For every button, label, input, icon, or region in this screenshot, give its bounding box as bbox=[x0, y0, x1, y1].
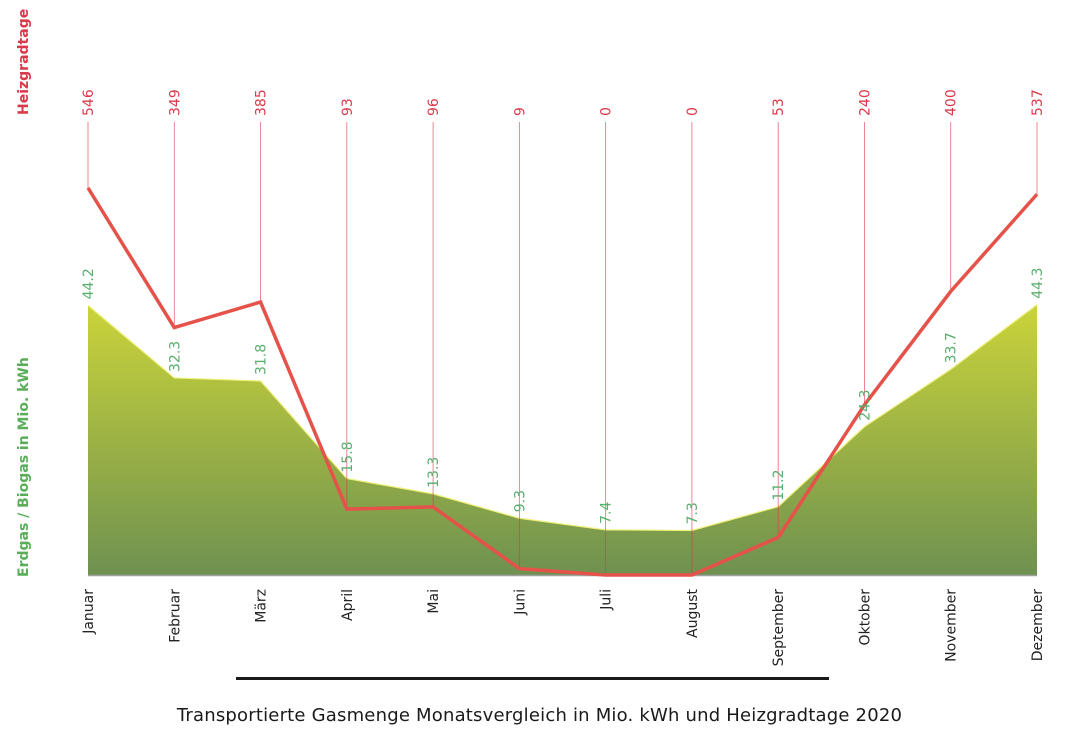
gas-value-label: 13.3 bbox=[426, 457, 442, 488]
gas-value-label: 31.8 bbox=[254, 344, 270, 375]
month-label: Juli bbox=[599, 589, 615, 611]
x-axis-labels: Januar Februar März April Mai Juni Juli August S… bbox=[81, 588, 1046, 666]
month-label: August bbox=[685, 588, 701, 638]
gas-area-layer bbox=[87, 304, 1038, 577]
hdd-line-layer bbox=[86, 186, 1039, 577]
hdd-value-label: 96 bbox=[426, 98, 442, 116]
hdd-value-label: 0 bbox=[599, 107, 615, 116]
hdd-value-label: 0 bbox=[685, 107, 701, 116]
gas-value-label: 44.3 bbox=[1030, 268, 1046, 299]
gas-value-label: 15.8 bbox=[340, 441, 356, 472]
caption-divider bbox=[236, 677, 829, 680]
hdd-value-label: 400 bbox=[944, 89, 960, 116]
month-label: Dezember bbox=[1030, 589, 1046, 661]
month-label: November bbox=[944, 589, 960, 662]
gas-value-label: 7.4 bbox=[599, 502, 615, 524]
gas-area bbox=[88, 304, 1037, 575]
gas-value-label: 9.3 bbox=[512, 490, 528, 512]
y-axis-label-gas: Erdgas / Biogas in Mio. kWh bbox=[16, 357, 32, 577]
month-label: März bbox=[254, 589, 270, 623]
hdd-value-label: 546 bbox=[81, 89, 97, 116]
month-label: Juni bbox=[512, 589, 528, 616]
hdd-value-label: 385 bbox=[254, 89, 270, 116]
hdd-value-label: 53 bbox=[771, 98, 787, 116]
chart-caption: Transportierte Gasmenge Monatsvergleich … bbox=[176, 705, 903, 726]
month-label: September bbox=[771, 589, 787, 667]
gas-value-label: 7.3 bbox=[685, 502, 701, 524]
hdd-value-label: 93 bbox=[340, 98, 356, 116]
hdd-line bbox=[86, 186, 1039, 577]
gas-value-label: 33.7 bbox=[944, 332, 960, 363]
hdd-value-label: 349 bbox=[167, 89, 183, 116]
month-label: April bbox=[340, 589, 356, 621]
y-axis-label-heizgradtage: Heizgradtage bbox=[16, 9, 32, 115]
month-label: Februar bbox=[167, 589, 183, 643]
month-label: Januar bbox=[81, 589, 97, 635]
hdd-stems-layer bbox=[87, 122, 1038, 575]
data-labels-layer: 546 349 385 93 96 9 0 0 53 240 400 537 44.2 32.3 31.8 1… bbox=[81, 89, 1046, 524]
gas-value-label: 24.3 bbox=[857, 390, 873, 421]
month-label: Mai bbox=[426, 589, 442, 614]
gas-value-label: 32.3 bbox=[167, 341, 183, 372]
hdd-value-label: 537 bbox=[1030, 89, 1046, 116]
gas-value-label: 11.2 bbox=[771, 470, 787, 501]
hdd-value-label: 240 bbox=[857, 89, 873, 116]
gas-value-label: 44.2 bbox=[81, 268, 97, 299]
gas-area-edge bbox=[87, 304, 1038, 532]
hdd-value-label: 9 bbox=[512, 107, 528, 116]
month-label: Oktober bbox=[857, 589, 873, 646]
